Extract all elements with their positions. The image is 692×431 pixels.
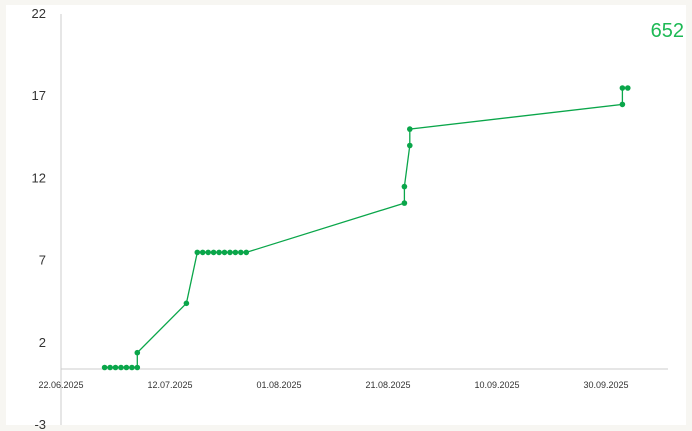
data-point bbox=[221, 249, 228, 256]
data-point bbox=[401, 183, 408, 190]
data-point bbox=[619, 101, 626, 108]
y-tick-label: 22 bbox=[32, 6, 46, 21]
y-tick-label: -3 bbox=[34, 417, 46, 431]
x-tick-label: 10.09.2025 bbox=[474, 380, 519, 390]
series-line bbox=[104, 87, 628, 369]
data-point bbox=[183, 300, 190, 307]
data-point bbox=[407, 142, 413, 149]
data-point bbox=[243, 249, 250, 256]
data-point bbox=[123, 364, 130, 371]
y-tick-label: 12 bbox=[32, 170, 46, 185]
data-point bbox=[227, 249, 233, 256]
data-point bbox=[118, 364, 124, 371]
data-point bbox=[232, 249, 239, 256]
data-point bbox=[107, 364, 113, 371]
data-point bbox=[134, 364, 141, 371]
x-tick-label: 12.07.2025 bbox=[147, 380, 192, 390]
data-point bbox=[194, 249, 201, 256]
y-tick-label: 17 bbox=[32, 88, 46, 103]
plot-panel bbox=[6, 5, 686, 425]
data-point bbox=[129, 364, 135, 371]
x-tick-labels: 22.06.2025 12.07.2025 01.08.2025 21.08.2025… bbox=[38, 380, 628, 390]
total-count: 652 bbox=[650, 20, 684, 42]
data-point bbox=[134, 349, 141, 356]
series-group bbox=[101, 85, 631, 371]
y-tick-labels: -3 2 7 12 17 22 bbox=[32, 6, 46, 431]
data-point bbox=[205, 249, 211, 256]
data-point bbox=[401, 200, 408, 206]
data-point bbox=[199, 249, 206, 256]
data-point bbox=[619, 85, 626, 91]
data-point bbox=[216, 249, 222, 256]
axes bbox=[60, 14, 668, 425]
x-tick-label: 22.06.2025 bbox=[38, 380, 83, 390]
data-point bbox=[407, 126, 413, 132]
data-point bbox=[101, 364, 108, 371]
data-point bbox=[625, 85, 631, 91]
data-point bbox=[210, 249, 217, 256]
x-tick-label: 21.08.2025 bbox=[365, 380, 410, 390]
data-point bbox=[112, 364, 119, 371]
y-tick-label: 2 bbox=[39, 335, 46, 350]
y-tick-label: 7 bbox=[39, 253, 46, 268]
data-point bbox=[238, 249, 244, 256]
x-tick-label: 30.09.2025 bbox=[583, 380, 628, 390]
x-tick-label: 01.08.2025 bbox=[256, 380, 301, 390]
